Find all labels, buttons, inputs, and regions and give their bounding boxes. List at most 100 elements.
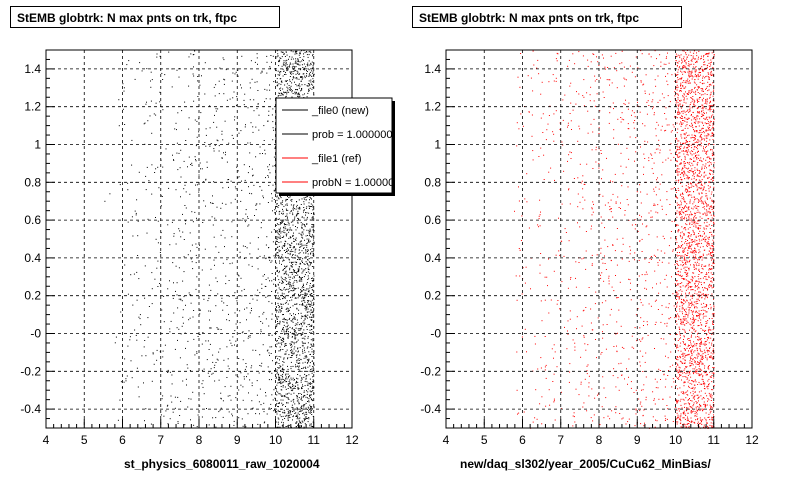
point xyxy=(694,350,696,352)
point xyxy=(194,156,196,158)
point xyxy=(688,312,690,314)
point xyxy=(272,108,274,110)
point xyxy=(169,331,171,333)
point xyxy=(236,166,238,168)
point xyxy=(696,168,698,170)
point xyxy=(689,104,691,105)
point xyxy=(704,331,705,332)
point xyxy=(303,203,305,205)
point xyxy=(695,363,697,365)
point xyxy=(229,395,231,397)
point xyxy=(677,112,679,114)
point xyxy=(277,367,279,368)
point xyxy=(244,308,245,310)
point xyxy=(709,66,711,67)
point xyxy=(251,365,253,367)
point xyxy=(276,362,278,364)
point xyxy=(277,295,279,297)
point xyxy=(231,262,233,264)
point xyxy=(284,243,286,244)
point xyxy=(707,135,709,137)
point xyxy=(295,334,297,336)
point xyxy=(709,419,711,421)
point xyxy=(677,204,679,206)
point xyxy=(265,98,267,100)
point xyxy=(283,296,284,297)
point xyxy=(289,379,291,381)
point xyxy=(273,283,275,285)
point xyxy=(285,376,287,378)
point xyxy=(707,73,709,75)
point xyxy=(711,178,713,179)
point xyxy=(712,180,714,182)
point xyxy=(695,157,697,159)
point xyxy=(296,93,298,95)
point xyxy=(308,240,310,241)
point xyxy=(284,380,286,381)
point xyxy=(702,150,704,152)
point xyxy=(205,145,207,147)
point xyxy=(302,233,304,235)
point xyxy=(676,145,678,147)
point xyxy=(288,424,290,426)
point xyxy=(694,241,696,243)
point xyxy=(211,216,213,218)
point xyxy=(276,355,278,357)
point xyxy=(676,84,678,86)
point xyxy=(279,93,281,95)
point xyxy=(126,64,128,66)
point xyxy=(185,223,186,225)
point xyxy=(168,187,170,189)
point xyxy=(147,120,149,122)
point xyxy=(307,271,309,273)
point xyxy=(292,51,294,53)
point xyxy=(705,129,707,131)
point xyxy=(304,404,306,405)
point xyxy=(278,406,279,408)
point xyxy=(260,321,262,322)
point xyxy=(703,124,704,126)
point xyxy=(280,232,282,234)
point xyxy=(288,89,290,91)
point xyxy=(285,266,287,268)
point xyxy=(276,315,278,317)
point xyxy=(679,305,681,307)
point xyxy=(262,275,264,277)
point xyxy=(688,421,690,422)
point xyxy=(146,68,148,70)
point xyxy=(687,253,689,255)
point xyxy=(287,335,289,337)
point xyxy=(136,271,138,273)
point xyxy=(305,306,307,308)
point xyxy=(698,179,700,181)
point xyxy=(687,354,689,356)
point xyxy=(696,75,697,77)
point xyxy=(170,320,172,322)
point xyxy=(679,78,681,80)
point xyxy=(308,241,310,243)
point xyxy=(305,357,307,359)
point xyxy=(699,339,701,341)
point xyxy=(293,415,294,417)
point xyxy=(712,173,714,175)
point xyxy=(709,96,711,98)
point xyxy=(687,65,689,67)
point xyxy=(289,412,291,414)
point xyxy=(202,386,204,388)
point xyxy=(239,371,241,373)
point xyxy=(705,294,707,296)
point xyxy=(697,86,699,88)
point xyxy=(295,77,297,79)
point xyxy=(236,300,238,302)
point xyxy=(291,328,293,330)
point xyxy=(163,321,165,323)
point xyxy=(292,411,293,413)
point xyxy=(697,141,699,143)
point xyxy=(283,223,285,225)
point xyxy=(237,170,239,172)
point xyxy=(296,78,298,80)
point xyxy=(694,283,696,285)
point xyxy=(308,88,310,90)
point xyxy=(276,231,278,233)
point xyxy=(293,313,294,315)
